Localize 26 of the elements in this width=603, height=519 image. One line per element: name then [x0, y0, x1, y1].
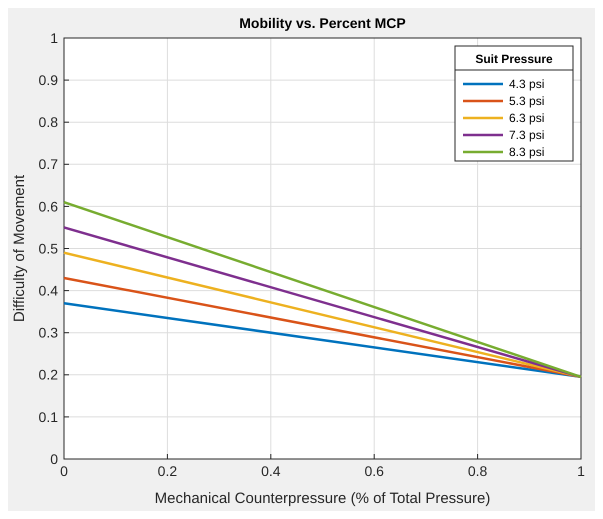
y-tick-label: 0.1 [38, 408, 58, 425]
y-tick-label: 0.8 [38, 114, 58, 130]
x-axis-title: Mechanical Counterpressure (% of Total Pressure) [154, 490, 490, 507]
y-tick-label: 0.2 [38, 366, 58, 383]
x-tick-label: 0.8 [468, 463, 488, 479]
legend-label: 4.3 psi [509, 77, 544, 92]
legend-label: 8.3 psi [509, 145, 544, 160]
legend-label: 5.3 psi [509, 94, 544, 108]
x-tick-label: 0.2 [158, 463, 178, 479]
legend-title: Suit Pressure [475, 52, 554, 66]
legend-label: 7.3 psi [509, 128, 544, 142]
y-axis-title: Difficulty of Movement [11, 174, 28, 322]
y-tick-label: 1 [50, 30, 58, 46]
x-tick-label: 0.4 [261, 463, 281, 479]
y-tick-label: 0.5 [38, 240, 58, 256]
y-tick-label: 0.4 [38, 282, 58, 298]
legend-label: 6.3 psi [509, 111, 544, 126]
y-tick-label: 0 [50, 450, 58, 467]
x-tick-label: 0.6 [364, 463, 384, 479]
chart-title: Mobility vs. Percent MCP [239, 15, 406, 31]
y-tick-label: 0.3 [38, 324, 58, 341]
y-tick-label: 0.7 [38, 156, 58, 172]
y-tick-label: 0.9 [38, 72, 58, 88]
x-tick-label: 0 [60, 463, 68, 479]
y-tick-label: 0.6 [38, 198, 58, 214]
x-tick-label: 1 [577, 463, 586, 479]
